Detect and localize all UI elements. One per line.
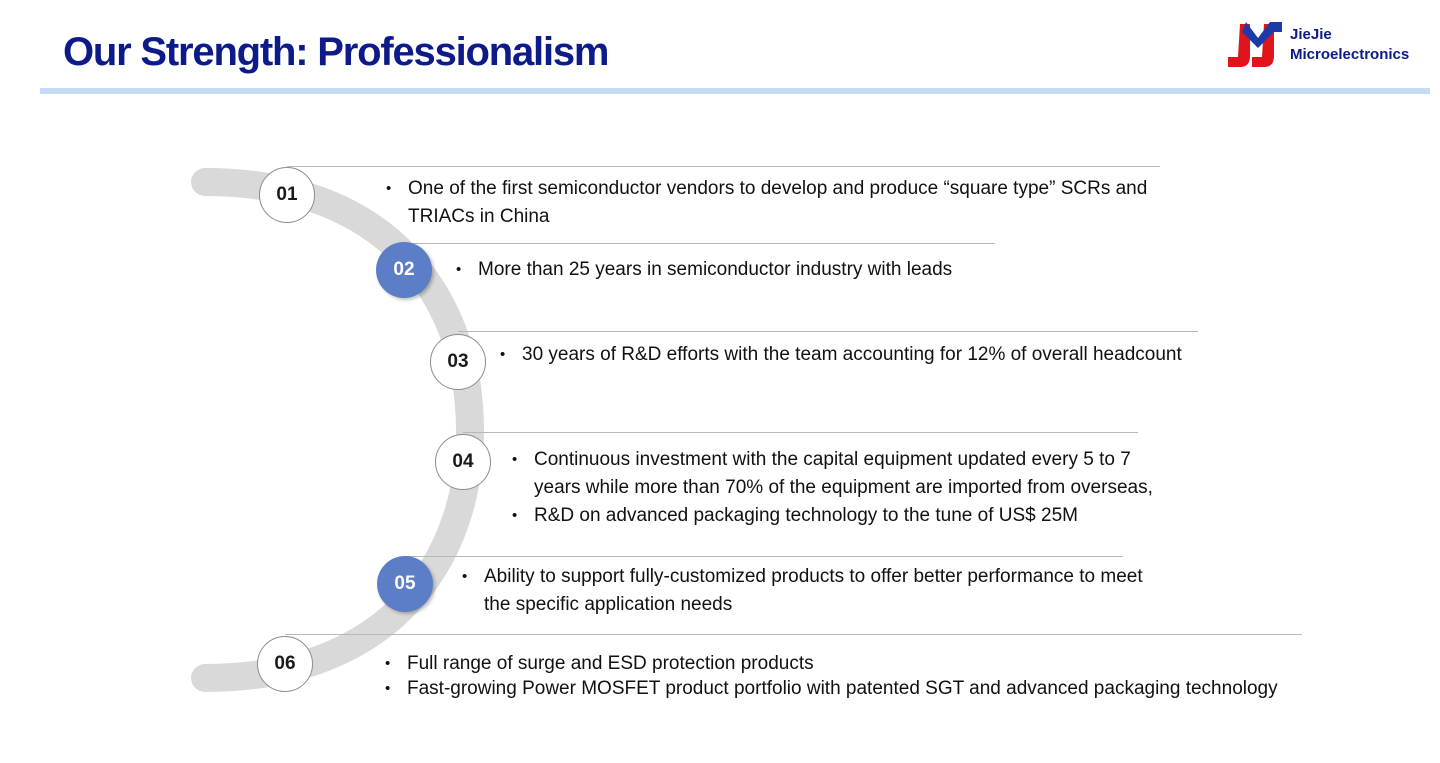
logo-text: Microelectronics [1290, 46, 1410, 63]
logo-text: JieJie [1290, 26, 1332, 43]
step-text: Continuous investment with the capital e… [512, 446, 1174, 530]
step-number: 02 [376, 242, 432, 298]
step-text: Ability to support fully-customized prod… [462, 563, 1144, 619]
bullet-list: Continuous investment with the capital e… [512, 446, 1174, 530]
bullet: Full range of surge and ESD protection p… [385, 651, 1367, 676]
bullet: 30 years of R&D efforts with the team ac… [500, 341, 1282, 369]
arc [191, 168, 485, 692]
bullet: Continuous investment with the capital e… [512, 446, 1174, 502]
divider [405, 556, 1123, 557]
title: Our Strength: Professionalism [63, 30, 610, 74]
divider [285, 634, 1302, 635]
title-bar [40, 88, 1430, 94]
step-number: 06 [257, 636, 313, 692]
bullet: Fast-growing Power MOSFET product portfo… [385, 676, 1367, 701]
bullet-list: Full range of surge and ESD protection p… [385, 651, 1367, 701]
bullet-list: More than 25 years in semiconductor indu… [456, 256, 1078, 284]
step-text: One of the first semiconductor vendors t… [386, 175, 1183, 231]
logo-mark [1228, 22, 1282, 67]
divider [463, 432, 1138, 433]
bullet: R&D on advanced packaging technology to … [512, 502, 1174, 530]
step-number: 04 [435, 434, 491, 490]
bullet: One of the first semiconductor vendors t… [386, 175, 1183, 231]
bullet: More than 25 years in semiconductor indu… [456, 256, 1078, 284]
bullet: Ability to support fully-customized prod… [462, 563, 1144, 619]
step-number: 01 [259, 167, 315, 223]
step-text: More than 25 years in semiconductor indu… [456, 256, 1078, 284]
bullet-list: Ability to support fully-customized prod… [462, 563, 1144, 619]
step-number: 03 [430, 334, 486, 390]
divider [458, 331, 1198, 332]
step-text: Full range of surge and ESD protection p… [385, 651, 1367, 701]
step-number: 05 [377, 556, 433, 612]
step-text: 30 years of R&D efforts with the team ac… [500, 341, 1282, 369]
divider [404, 243, 995, 244]
divider [287, 166, 1160, 167]
bullet-list: One of the first semiconductor vendors t… [386, 175, 1183, 231]
bullet-list: 30 years of R&D efforts with the team ac… [500, 341, 1282, 369]
